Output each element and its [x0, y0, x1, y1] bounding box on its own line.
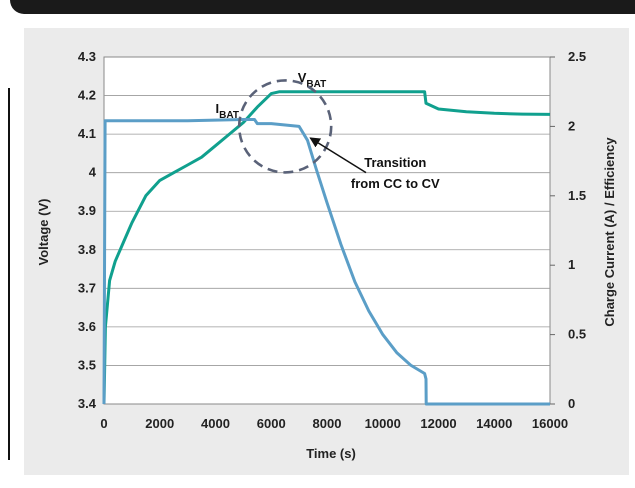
top-banner	[10, 0, 635, 14]
ibat-line	[102, 118, 550, 406]
y-right-tick-label: 0	[568, 396, 575, 411]
y-left-tick-label: 4.1	[78, 126, 96, 141]
y-left-tick-label: 3.5	[78, 357, 96, 372]
x-tick-label: 2000	[145, 416, 174, 431]
transition-arrow	[309, 137, 367, 174]
x-tick-label: 16000	[532, 416, 568, 431]
x-tick-label: 10000	[365, 416, 401, 431]
left-axis-title: Voltage (V)	[36, 199, 51, 266]
x-tick-label: 8000	[313, 416, 342, 431]
transition-circle	[237, 79, 333, 174]
series-layer	[102, 90, 551, 406]
ticks-layer: 3.4 3.5 3.6 3.7 3.8 3.9 4 4.1 4.2 4.3 0 0.5 1 1.5 2 2.5…	[78, 49, 586, 431]
x-axis-title: Time (s)	[306, 446, 356, 461]
y-right-tick-label: 0.5	[568, 327, 586, 342]
left-rule	[8, 88, 10, 460]
y-left-tick-label: 4.3	[78, 49, 96, 64]
x-tick-label: 4000	[201, 416, 230, 431]
x-tick-label: 6000	[257, 416, 286, 431]
y-right-tick-label: 1	[568, 257, 575, 272]
y-left-tick-label: 3.4	[78, 396, 97, 411]
y-right-tick-label: 1.5	[568, 188, 586, 203]
x-tick-label: 0	[100, 416, 107, 431]
grid-layer	[103, 56, 551, 405]
y-right-tick-label: 2.5	[568, 49, 586, 64]
y-left-tick-label: 3.9	[78, 203, 96, 218]
y-left-tick-label: 3.7	[78, 280, 96, 295]
plot-area	[103, 56, 551, 405]
y-left-tick-label: 4.2	[78, 88, 96, 103]
y-left-tick-label: 4	[89, 165, 97, 180]
annotation-line2: from CC to CV	[351, 176, 440, 191]
y-right-tick-label: 2	[568, 118, 575, 133]
vbat-line	[102, 90, 551, 405]
right-axis-title: Charge Current (A) / Efficiency	[602, 137, 617, 327]
y-left-tick-label: 3.8	[78, 242, 96, 257]
y-left-tick-label: 3.6	[78, 319, 96, 334]
x-tick-label: 14000	[476, 416, 512, 431]
annotation-line1: Transition	[364, 155, 426, 170]
x-tick-label: 12000	[420, 416, 456, 431]
